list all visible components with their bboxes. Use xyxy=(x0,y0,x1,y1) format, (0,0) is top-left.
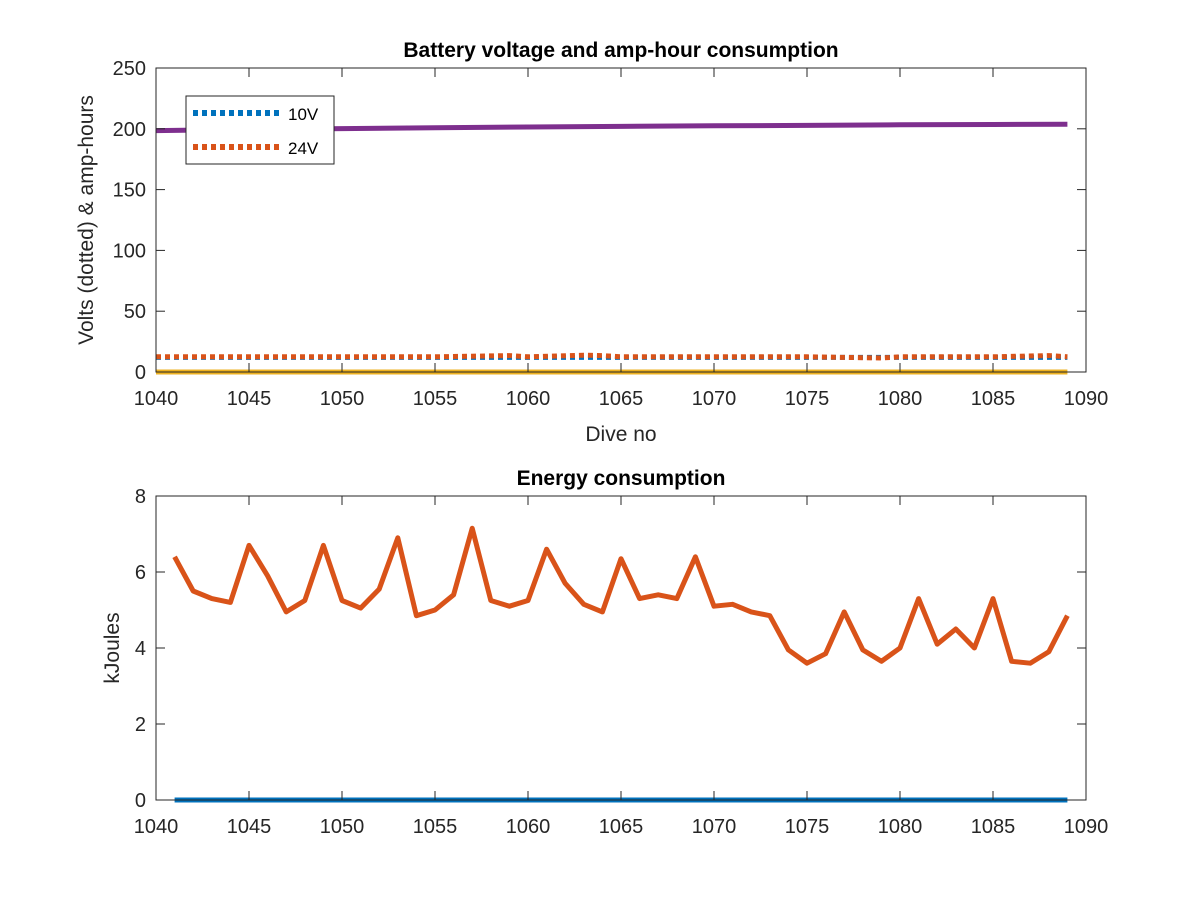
legend-label-24v: 24V xyxy=(288,139,319,158)
x-tick-label: 1090 xyxy=(1064,816,1109,838)
y-tick-label: 4 xyxy=(135,638,146,660)
y-tick-label: 50 xyxy=(124,301,146,323)
x-tick-label: 1040 xyxy=(134,816,179,838)
x-tick-label: 1085 xyxy=(971,816,1016,838)
y-tick-label: 0 xyxy=(135,790,146,812)
x-tick-label: 1065 xyxy=(599,816,644,838)
x-axis-label-top: Dive no xyxy=(585,423,656,446)
y-tick-label: 200 xyxy=(113,119,146,141)
x-tick-label: 1090 xyxy=(1064,388,1109,410)
x-tick-label: 1055 xyxy=(413,816,458,838)
y-tick-label: 100 xyxy=(113,240,146,262)
x-tick-label: 1060 xyxy=(506,388,551,410)
y-tick-label: 8 xyxy=(135,486,146,508)
battery-voltage-plot: 1040 1045 1050 1055 1060 1065 1070 1075 1080 1085… xyxy=(75,39,1108,446)
x-tick-label: 1070 xyxy=(692,388,737,410)
y-tick-label: 250 xyxy=(113,58,146,80)
x-tick-label: 1045 xyxy=(227,388,272,410)
y-tick-label: 2 xyxy=(135,714,146,736)
x-tick-label: 1045 xyxy=(227,816,272,838)
x-tick-label: 1050 xyxy=(320,816,365,838)
x-tick-label: 1085 xyxy=(971,388,1016,410)
energy-consumption-plot: 1040 1045 1050 1055 1060 1065 1070 1075 1080 1085… xyxy=(101,467,1108,838)
ticks-layer-bottom: 1040 1045 1050 1055 1060 1065 1070 1075 1080 1085… xyxy=(134,486,1109,838)
y-tick-label: 150 xyxy=(113,180,146,202)
x-tick-label: 1060 xyxy=(506,816,551,838)
chart-title-bottom: Energy consumption xyxy=(517,467,726,490)
y-axis-label-bottom: kJoules xyxy=(101,612,124,683)
x-tick-label: 1080 xyxy=(878,388,923,410)
legend: 10V 24V xyxy=(185,95,335,165)
x-tick-label: 1075 xyxy=(785,816,830,838)
x-tick-label: 1070 xyxy=(692,816,737,838)
y-axis-label-top: Volts (dotted) & amp-hours xyxy=(75,95,98,345)
legend-box xyxy=(185,95,335,165)
x-tick-label: 1065 xyxy=(599,388,644,410)
x-tick-label: 1050 xyxy=(320,388,365,410)
x-tick-label: 1040 xyxy=(134,388,179,410)
chart-title-top: Battery voltage and amp-hour consumption xyxy=(403,39,838,62)
x-tick-label: 1080 xyxy=(878,816,923,838)
ticks-layer-top: 1040 1045 1050 1055 1060 1065 1070 1075 1080 1085… xyxy=(113,58,1109,410)
plot-area-bottom xyxy=(156,496,1086,800)
x-tick-label: 1075 xyxy=(785,388,830,410)
y-tick-label: 6 xyxy=(135,562,146,584)
legend-label-10v: 10V xyxy=(288,105,319,124)
series-line-0-bottom xyxy=(172,525,1070,666)
y-tick-label: 0 xyxy=(135,362,146,384)
x-tick-label: 1055 xyxy=(413,388,458,410)
